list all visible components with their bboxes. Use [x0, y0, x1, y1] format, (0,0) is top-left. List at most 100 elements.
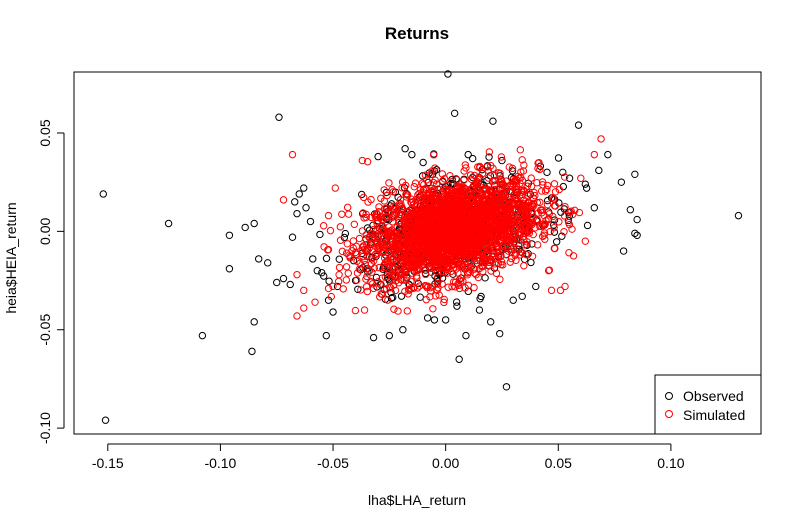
data-point	[555, 185, 564, 194]
legend-label-observed: Observed	[683, 388, 744, 404]
legend: Observed Simulated	[654, 374, 762, 435]
data-point	[424, 208, 432, 217]
data-point	[461, 284, 469, 292]
data-point	[433, 249, 441, 257]
y-tick-label: -0.05	[37, 314, 53, 346]
data-point	[101, 416, 110, 424]
data-point	[474, 247, 482, 255]
data-point	[514, 202, 522, 210]
data-point	[438, 280, 446, 288]
data-point	[505, 163, 513, 171]
data-point	[452, 233, 460, 241]
data-point	[320, 243, 328, 251]
data-point	[516, 251, 524, 259]
data-point	[362, 231, 371, 239]
data-point	[441, 212, 449, 221]
data-point	[300, 304, 308, 312]
data-point	[432, 199, 440, 208]
data-point	[357, 286, 365, 294]
data-point	[551, 202, 559, 210]
data-point	[435, 211, 444, 219]
data-point	[442, 185, 450, 193]
data-point	[502, 383, 511, 391]
data-point	[241, 223, 249, 232]
data-point	[538, 178, 547, 186]
data-point	[311, 298, 319, 306]
data-point	[316, 230, 324, 239]
data-point	[369, 284, 378, 293]
data-point	[558, 232, 566, 240]
data-point	[362, 282, 371, 291]
data-point	[515, 174, 523, 182]
data-point	[476, 295, 484, 303]
data-point	[401, 267, 409, 275]
data-point	[395, 218, 403, 227]
data-point	[500, 189, 509, 197]
data-point	[300, 286, 308, 295]
data-point	[343, 240, 352, 248]
data-point	[404, 234, 412, 242]
data-point	[325, 277, 333, 285]
data-point	[496, 329, 504, 338]
data-point	[99, 190, 107, 198]
data-point	[508, 210, 516, 219]
data-point	[447, 253, 456, 262]
data-point	[440, 298, 448, 307]
data-point	[306, 217, 315, 226]
data-point	[286, 280, 294, 289]
data-point	[382, 188, 391, 197]
data-point	[497, 194, 505, 203]
legend-marker-observed	[665, 392, 673, 400]
data-point	[369, 221, 377, 229]
data-point	[374, 249, 382, 257]
data-point	[354, 285, 362, 294]
data-point	[320, 272, 328, 280]
data-point	[403, 191, 412, 199]
data-point	[374, 278, 382, 286]
data-point	[324, 284, 333, 293]
data-point	[467, 218, 475, 227]
data-point	[471, 208, 479, 217]
data-point	[336, 223, 345, 231]
data-point	[383, 232, 392, 240]
data-point	[362, 275, 370, 283]
data-point	[437, 201, 445, 210]
data-point	[288, 233, 297, 241]
data-point	[409, 198, 417, 206]
data-point	[359, 252, 367, 261]
data-point	[414, 209, 422, 217]
y-tick-label: 0.05	[37, 119, 53, 146]
data-point	[486, 224, 495, 232]
data-point	[336, 236, 345, 244]
data-point	[421, 270, 430, 279]
data-point	[485, 258, 494, 267]
data-point	[561, 202, 569, 211]
data-point	[389, 205, 398, 214]
data-point	[521, 197, 530, 205]
data-point	[464, 150, 472, 159]
data-point	[329, 308, 337, 316]
data-point	[331, 184, 339, 192]
data-point	[529, 230, 537, 239]
data-point	[488, 209, 497, 217]
data-point	[427, 170, 435, 179]
data-point	[293, 209, 301, 218]
x-tick-label: -0.05	[317, 455, 349, 471]
data-point	[452, 256, 460, 264]
data-point	[631, 229, 639, 238]
data-point	[533, 179, 541, 187]
data-point	[398, 178, 407, 186]
data-point	[468, 154, 477, 163]
data-point	[368, 268, 376, 276]
data-point	[590, 150, 599, 159]
data-point	[250, 318, 258, 326]
simulated-points	[279, 135, 605, 320]
data-point	[339, 285, 347, 293]
data-point	[423, 195, 431, 204]
data-point	[503, 219, 512, 228]
data-point	[633, 231, 641, 239]
data-point	[351, 248, 360, 257]
data-point	[492, 209, 501, 217]
data-point	[370, 264, 379, 272]
legend-label-simulated: Simulated	[683, 407, 745, 423]
